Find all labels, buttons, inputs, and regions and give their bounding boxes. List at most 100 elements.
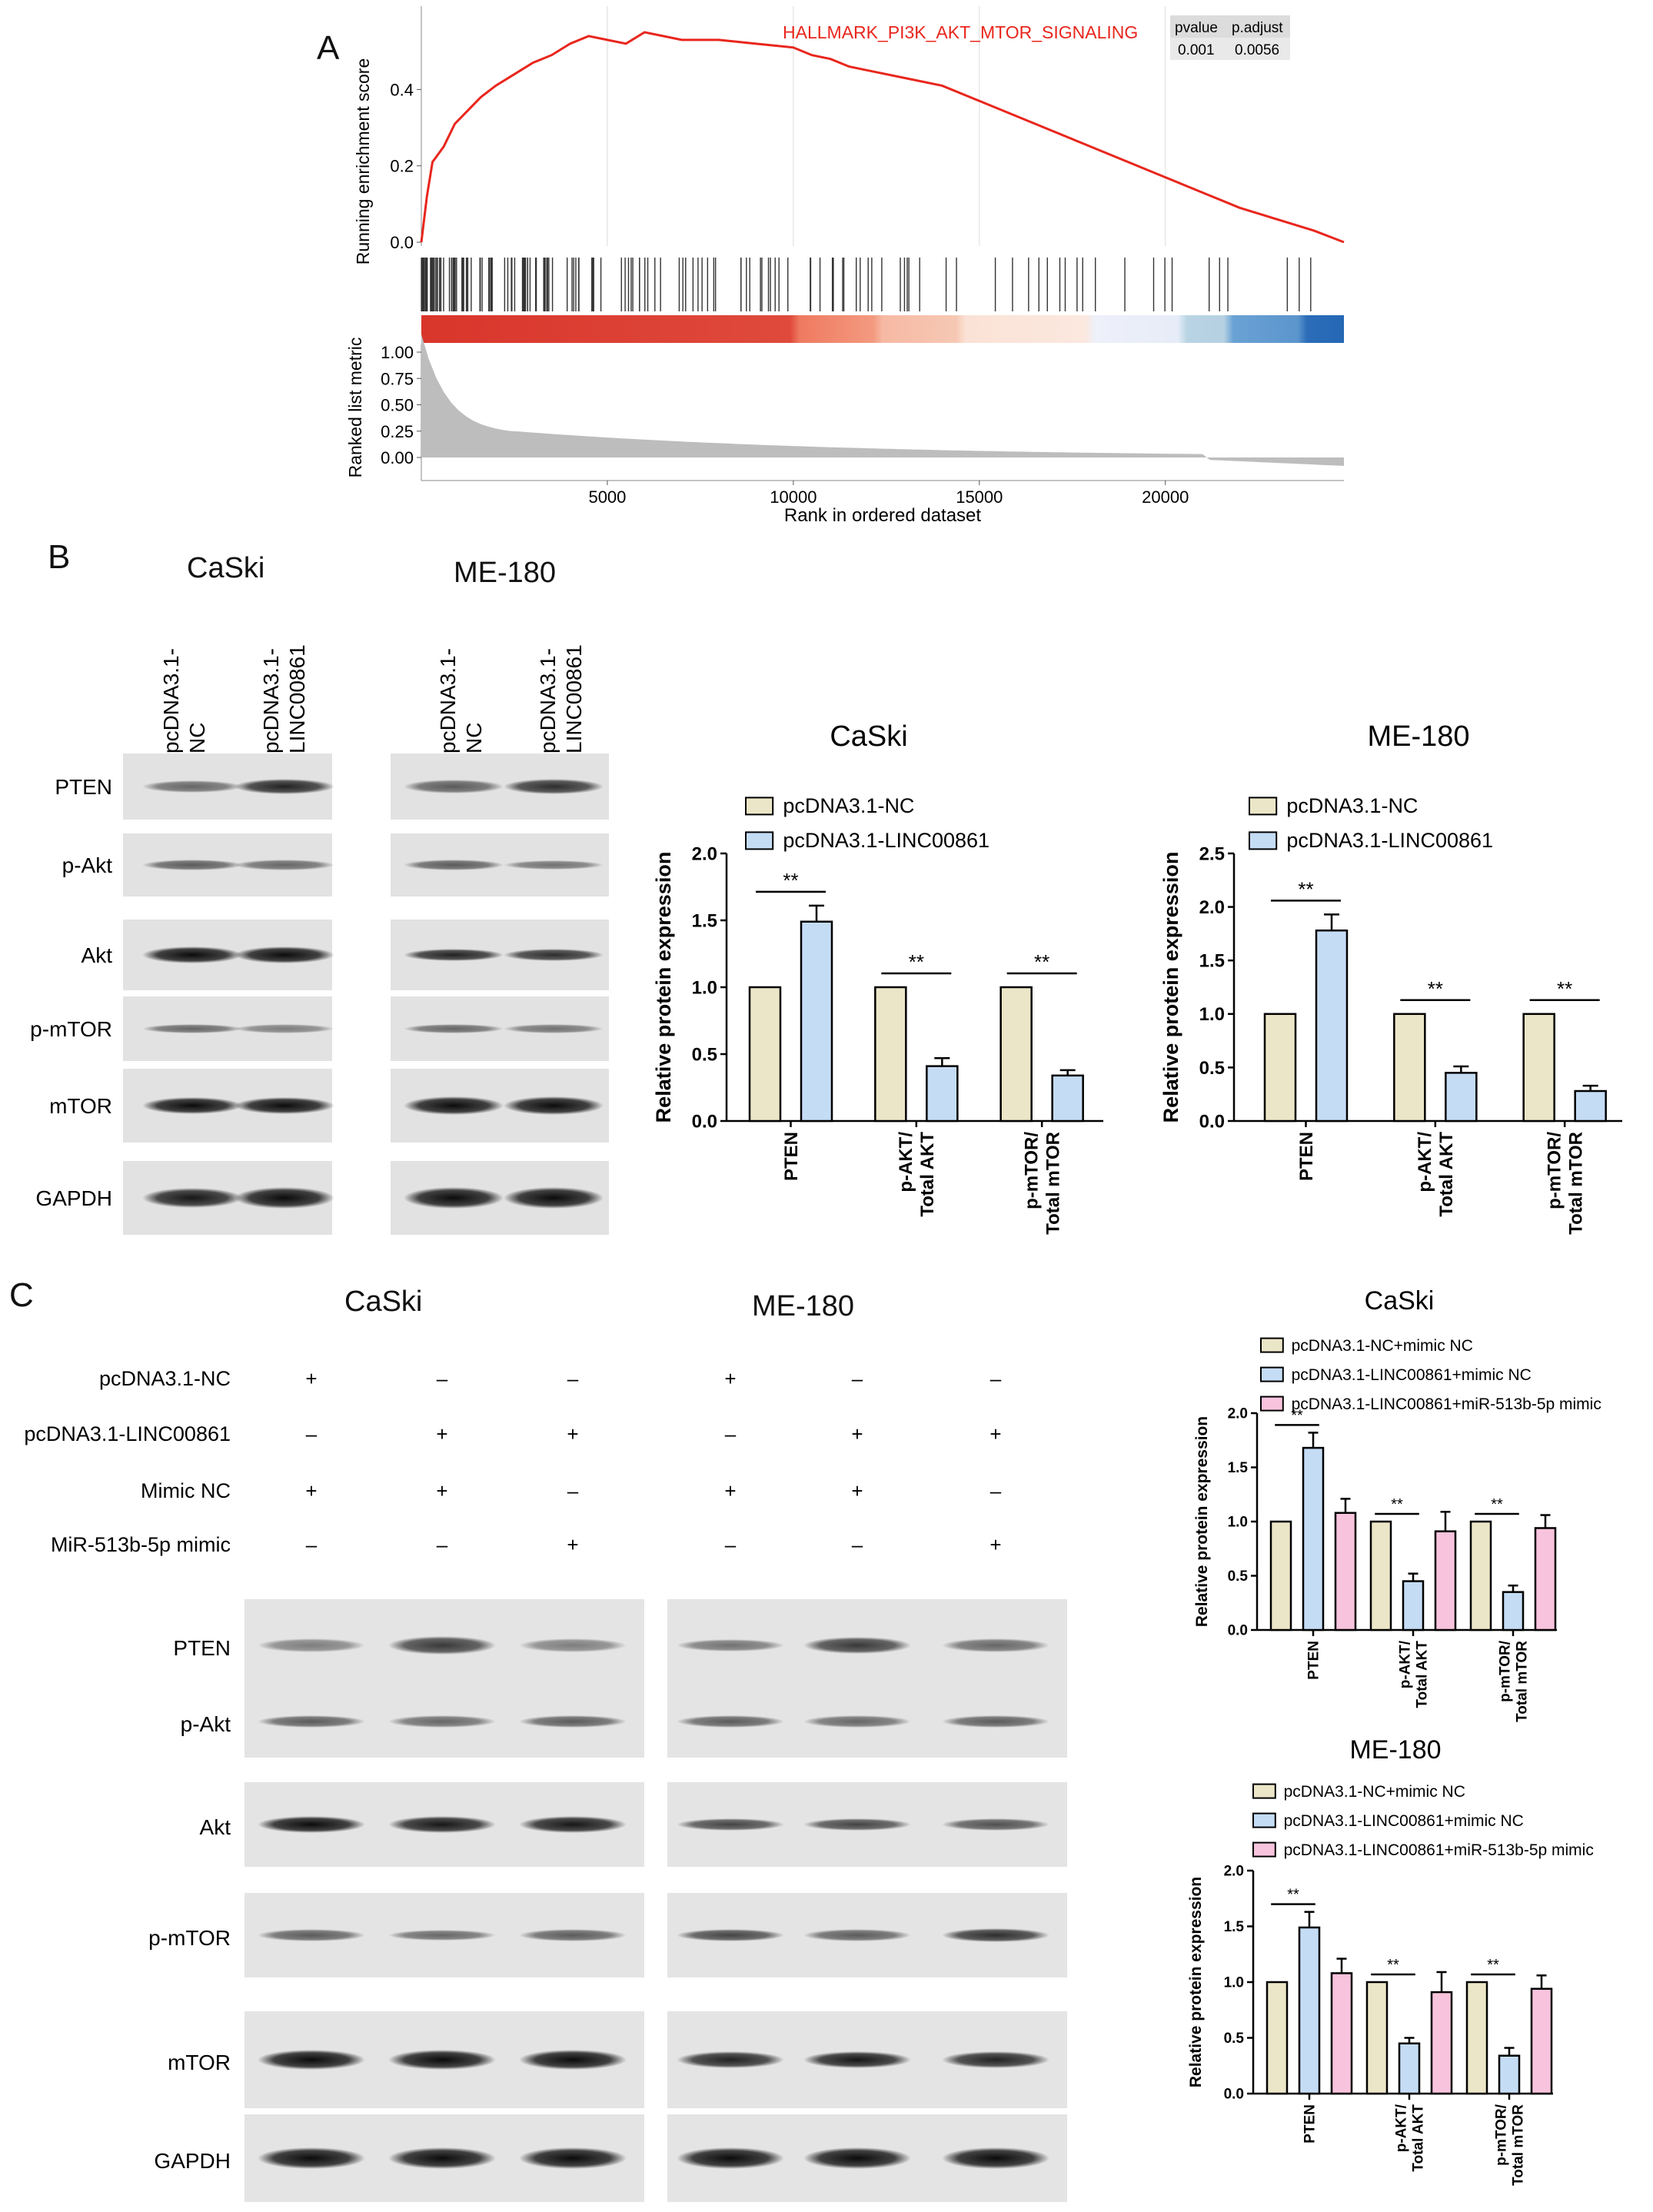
condition-sign: +	[851, 1479, 863, 1502]
blot-band-c	[519, 1638, 627, 1652]
condition-sign: –	[725, 1533, 737, 1556]
x-category-label: Total AKT	[917, 1132, 938, 1217]
blot-band	[234, 1097, 334, 1114]
legend-label: pcDNA3.1-LINC00861+mimic NC	[1284, 1812, 1524, 1830]
lane-label-me180-nc-2: NC	[462, 723, 486, 753]
condition-sign: –	[852, 1367, 863, 1390]
blot-band	[504, 1024, 604, 1033]
y-tick-label: 0.0	[1224, 2087, 1244, 2103]
x-category-label: p-AKT/	[1415, 1132, 1435, 1192]
y-tick-label: 1.0	[1228, 1515, 1248, 1531]
bar	[1469, 1520, 1492, 1632]
blot-band	[504, 1096, 604, 1115]
bar	[1263, 1013, 1297, 1123]
y-tick-label: 2.0	[1199, 897, 1225, 918]
condition-table: pcDNA3.1-NC + – – + – – pcDNA3.1-LINC00861 – + + – +…	[24, 1367, 1001, 1556]
x-category-label: Total AKT	[1411, 2104, 1427, 2172]
blot-band-c	[519, 2050, 627, 2070]
significance-label: **	[1487, 1957, 1499, 1974]
rank-tick-label: 10000	[770, 487, 817, 507]
bar	[1266, 1981, 1289, 2095]
blot-band-c	[258, 1816, 365, 1833]
condition-sign: +	[567, 1533, 578, 1556]
blot-band-c	[677, 1715, 784, 1728]
blot-band-c	[677, 1818, 784, 1831]
panel-a-letter: A	[317, 29, 340, 67]
condition-sign: +	[436, 1479, 447, 1502]
y-axis-label: Relative protein expression	[652, 852, 675, 1123]
y-tick-label: 2.5	[1199, 843, 1225, 864]
bar	[1522, 1013, 1555, 1123]
x-category-label: p-AKT/	[1394, 2104, 1410, 2152]
bar	[1530, 1987, 1553, 2095]
ranked-metric-area	[421, 334, 1344, 466]
blot-band-c	[388, 1715, 496, 1728]
blot-b-rows: PTEN p-Akt Akt p-mTOR mTOR GAPDH	[30, 753, 609, 1235]
y-tick-label: 2.0	[1228, 1406, 1248, 1422]
bar	[1445, 1072, 1478, 1123]
bar	[1365, 1981, 1389, 2095]
chart-caski-b: CaSki pcDNA3.1-NC pcDNA3.1-LINC00861 0.0 0.5…	[652, 723, 1103, 1235]
blot-band-c	[942, 1715, 1049, 1728]
blot-band	[404, 949, 504, 961]
bar	[1393, 1013, 1426, 1123]
significance-label: **	[1298, 877, 1313, 900]
significance-label: **	[1428, 977, 1443, 1000]
bar	[1269, 1520, 1292, 1632]
legend-label: pcDNA3.1-NC	[1286, 794, 1418, 817]
y-tick-label: 0.5	[1199, 1058, 1225, 1079]
legend-swatch	[1260, 1395, 1284, 1412]
protein-label-c-mtor: mTOR	[168, 2051, 231, 2074]
blot-band-c	[388, 1636, 496, 1655]
bar	[1315, 929, 1349, 1123]
gsea-plot: 0.0 0.2 0.4 HALLMARK_PI3K_AKT_MTOR_SIGNALI…	[345, 6, 1345, 526]
blot-band-c	[519, 1816, 627, 1833]
legend-label: pcDNA3.1-LINC00861	[783, 829, 989, 852]
blot-band	[142, 1097, 242, 1114]
blot-band	[142, 1188, 242, 1208]
legend-swatch	[1252, 1841, 1276, 1858]
bar	[1574, 1089, 1607, 1123]
x-category-label: PTEN	[1306, 1641, 1322, 1680]
significance-label: **	[1034, 950, 1049, 973]
gene-set-label: HALLMARK_PI3K_AKT_MTOR_SIGNALING	[783, 22, 1138, 42]
metric-ticks: 0.00 0.25 0.50 0.75 1.00	[381, 343, 421, 467]
x-category-label: Total mTOR	[1043, 1132, 1064, 1235]
condition-sign: –	[306, 1422, 318, 1445]
y-tick-label: 1.0	[692, 977, 717, 998]
blot-band-c	[388, 2050, 496, 2070]
x-category-label: Total mTOR	[1515, 1641, 1531, 1722]
condition-label: Mimic NC	[141, 1479, 231, 1502]
condition-sign: +	[436, 1422, 447, 1445]
condition-sign: +	[724, 1367, 736, 1390]
y-axis-label: Relative protein expression	[1159, 852, 1182, 1123]
blot-c-rows: PTEN p-Akt Akt p-mTOR mTOR GAPDH	[148, 1599, 1067, 2202]
x-category-label: p-mTOR/	[1498, 1640, 1514, 1702]
blot-band	[404, 1187, 504, 1209]
bar	[1302, 1446, 1325, 1632]
blot-band	[234, 1187, 334, 1209]
y-tick-label: 1.0	[1224, 1975, 1244, 1991]
protein-label-c-p-akt: p-Akt	[181, 1712, 231, 1736]
condition-sign: +	[724, 1479, 736, 1502]
blot-band-c	[803, 2051, 911, 2068]
x-category-label: PTEN	[781, 1132, 802, 1181]
pvalue-header: pvalue	[1175, 20, 1218, 36]
blot-band-c	[258, 2147, 365, 2169]
legend-label: pcDNA3.1-LINC00861	[1286, 829, 1493, 852]
y-tick-label: 0.5	[1228, 1568, 1249, 1585]
condition-sign: +	[567, 1422, 578, 1445]
panel-c-letter: C	[9, 1276, 34, 1314]
padjust-header: p.adjust	[1232, 20, 1283, 36]
significance-label: **	[1491, 1496, 1503, 1513]
y-tick-label: 1.0	[1199, 1004, 1225, 1025]
blot-band	[234, 946, 334, 963]
chart-title: CaSki	[830, 723, 907, 753]
significance-label: **	[1391, 1496, 1403, 1513]
protein-label-pten: PTEN	[55, 775, 112, 799]
condition-sign: +	[305, 1367, 317, 1390]
blot-band	[234, 779, 334, 794]
rank-ticks: 5000 10000 15000 20000	[588, 481, 1189, 507]
bar	[1430, 1991, 1453, 2095]
es-ylabel: Running enrichment score	[353, 58, 373, 264]
